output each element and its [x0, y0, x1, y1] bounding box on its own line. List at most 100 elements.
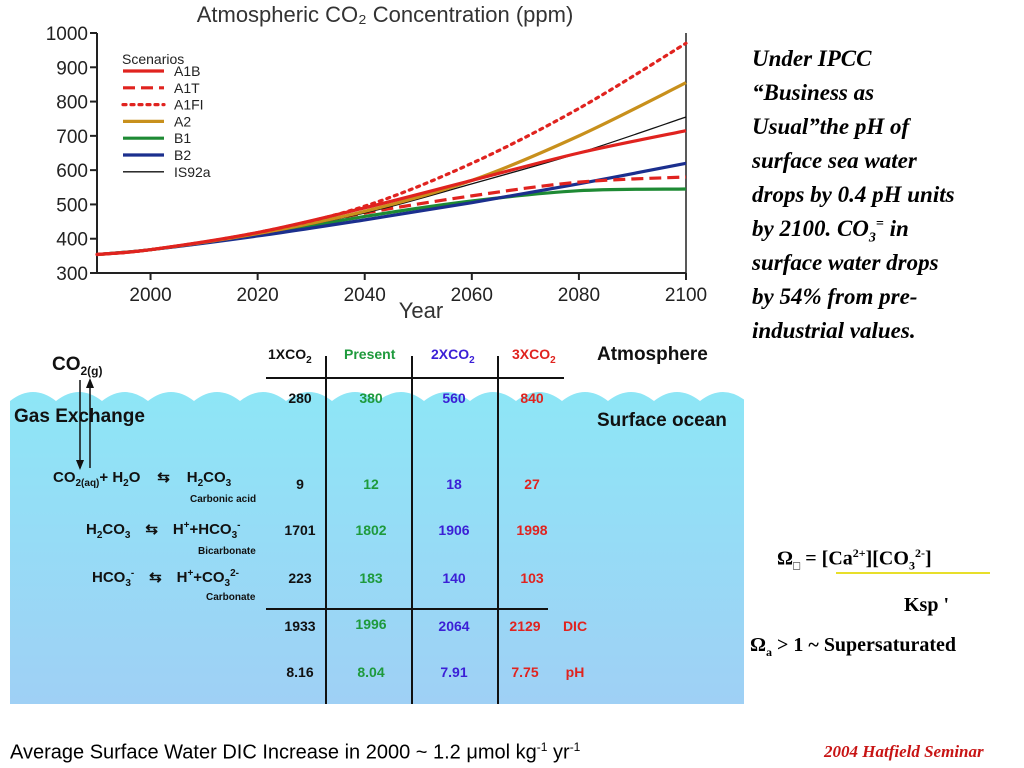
- table-cell: 380: [359, 390, 383, 406]
- hdr-sub: 2: [306, 354, 312, 366]
- hdr-text: 1XCO: [268, 346, 307, 362]
- table-divider: [411, 356, 413, 704]
- note-line: Under IPCC: [752, 46, 872, 71]
- eq-text: O: [128, 469, 141, 486]
- table-cell: 223: [288, 570, 312, 586]
- note-line: industrial values.: [752, 318, 916, 343]
- table-cell: 27: [524, 476, 540, 492]
- y-tick-label: 400: [56, 230, 88, 251]
- fraction-bar: [836, 572, 990, 574]
- legend-label: B1: [174, 130, 191, 146]
- formula-sup: 2+: [852, 546, 866, 560]
- legend-label: A2: [174, 113, 191, 129]
- eq-text: + H: [99, 469, 124, 486]
- equilibrium-arrow-icon: ⇆: [149, 569, 162, 586]
- eq-sub: 3: [231, 530, 238, 541]
- table-divider: [497, 356, 499, 704]
- saturation-formula: Ω□ = [Ca2+][CO32-]: [777, 546, 932, 574]
- ipcc-note: Under IPCC “Business as Usual”the pH of …: [752, 42, 1017, 348]
- gas-exchange-label: Gas Exchange: [14, 406, 145, 427]
- hdr-sub: 2: [469, 354, 475, 366]
- table-cell: 18: [446, 476, 462, 492]
- formula-text: ]: [924, 547, 932, 570]
- table-cell: 1933: [284, 618, 316, 634]
- legend-label: B2: [174, 147, 191, 163]
- ocean-surface-waves: [10, 392, 744, 704]
- carbonic-acid-label: Carbonic acid: [190, 494, 257, 505]
- ocean-background: [10, 392, 744, 704]
- y-tick-label: 700: [56, 127, 88, 148]
- table-cell: 1802: [355, 522, 387, 538]
- table-cell: 140: [442, 570, 466, 586]
- equilibrium-arrow-icon: ⇆: [157, 469, 170, 486]
- eq-text: CO: [53, 469, 76, 486]
- note-line: by 54% from pre-: [752, 284, 918, 309]
- caption-sup: -1: [569, 740, 581, 754]
- omega-symbol: Ω: [750, 634, 767, 656]
- eq-text: H: [86, 521, 97, 538]
- dic-increase-caption: Average Surface Water DIC Increase in 20…: [10, 740, 580, 765]
- note-sub: 3: [868, 230, 876, 246]
- y-tick-label: 300: [56, 264, 88, 285]
- formula-sup: 2-: [914, 546, 925, 560]
- omega-symbol: Ω: [777, 547, 794, 570]
- table-cell: 560: [442, 390, 466, 406]
- table-cell: 7.91: [440, 664, 468, 680]
- table-cell: 1998: [516, 522, 548, 538]
- eq-text: +HCO: [189, 521, 232, 538]
- table-cell: 2064: [438, 618, 470, 634]
- legend-label: A1T: [174, 80, 200, 96]
- note-line: surface water drops: [752, 250, 939, 275]
- eq-sup: -: [237, 520, 241, 531]
- note-text: in: [883, 216, 909, 241]
- note-text: by 2100. CO: [752, 216, 869, 241]
- table-cell: 280: [288, 390, 312, 406]
- table-dic-rule: [266, 608, 548, 610]
- formula-text: = [Ca: [800, 547, 853, 570]
- header-present: Present: [344, 346, 396, 362]
- table-cell: 1906: [438, 522, 470, 538]
- table-cell: 103: [520, 570, 544, 586]
- eq-sub: 3: [224, 578, 231, 589]
- co2-gas-label: CO2(g): [52, 354, 103, 378]
- legend-label: IS92a: [174, 164, 211, 180]
- table-header-rule: [266, 377, 564, 379]
- eq-sup: +: [187, 568, 194, 579]
- omega-sub: □: [793, 558, 801, 573]
- eq-text: H: [176, 569, 188, 586]
- formula-text: ][CO: [865, 547, 909, 570]
- note-sup: =: [875, 216, 884, 232]
- hdr-text: 2XCO: [431, 346, 470, 362]
- chart-title: Atmospheric CO₂ Concentration (ppm): [197, 2, 574, 27]
- table-cell: 8.04: [357, 664, 385, 680]
- series-line-a1fi: [95, 41, 688, 257]
- bicarbonate-label: Bicarbonate: [198, 546, 256, 557]
- eq-text: +CO: [193, 569, 225, 586]
- x-tick-label: 2040: [344, 285, 386, 306]
- x-axis-label: Year: [399, 298, 443, 323]
- formula-sub: 3: [908, 558, 915, 573]
- co2-text: CO: [52, 354, 81, 375]
- note-line: by 2100. CO3= in: [752, 212, 1017, 246]
- surface-ocean-label: Surface ocean: [597, 410, 727, 431]
- series-layer: [95, 41, 688, 257]
- table-cell: 12: [363, 476, 379, 492]
- eq-text: H: [172, 521, 184, 538]
- table-cell: 183: [359, 570, 383, 586]
- header-3xco2: 3XCO2: [512, 346, 556, 366]
- y-tick-label: 600: [56, 161, 88, 182]
- legend-label: A1B: [174, 63, 200, 79]
- table-cell: 9: [296, 476, 304, 492]
- y-tick-label: 500: [56, 195, 88, 216]
- eq-sub: 2: [123, 478, 129, 489]
- eq-sup: +: [183, 520, 190, 531]
- legend-title: Scenarios: [122, 51, 184, 67]
- eq-sub: 2: [96, 530, 103, 541]
- caption-text: yr: [547, 741, 570, 764]
- equilibrium-arrow-icon: ⇆: [145, 521, 158, 538]
- eq-text: CO: [102, 521, 125, 538]
- header-2xco2: 2XCO2: [431, 346, 475, 366]
- omega-sub: a: [766, 645, 773, 659]
- eq-text: H: [186, 469, 198, 486]
